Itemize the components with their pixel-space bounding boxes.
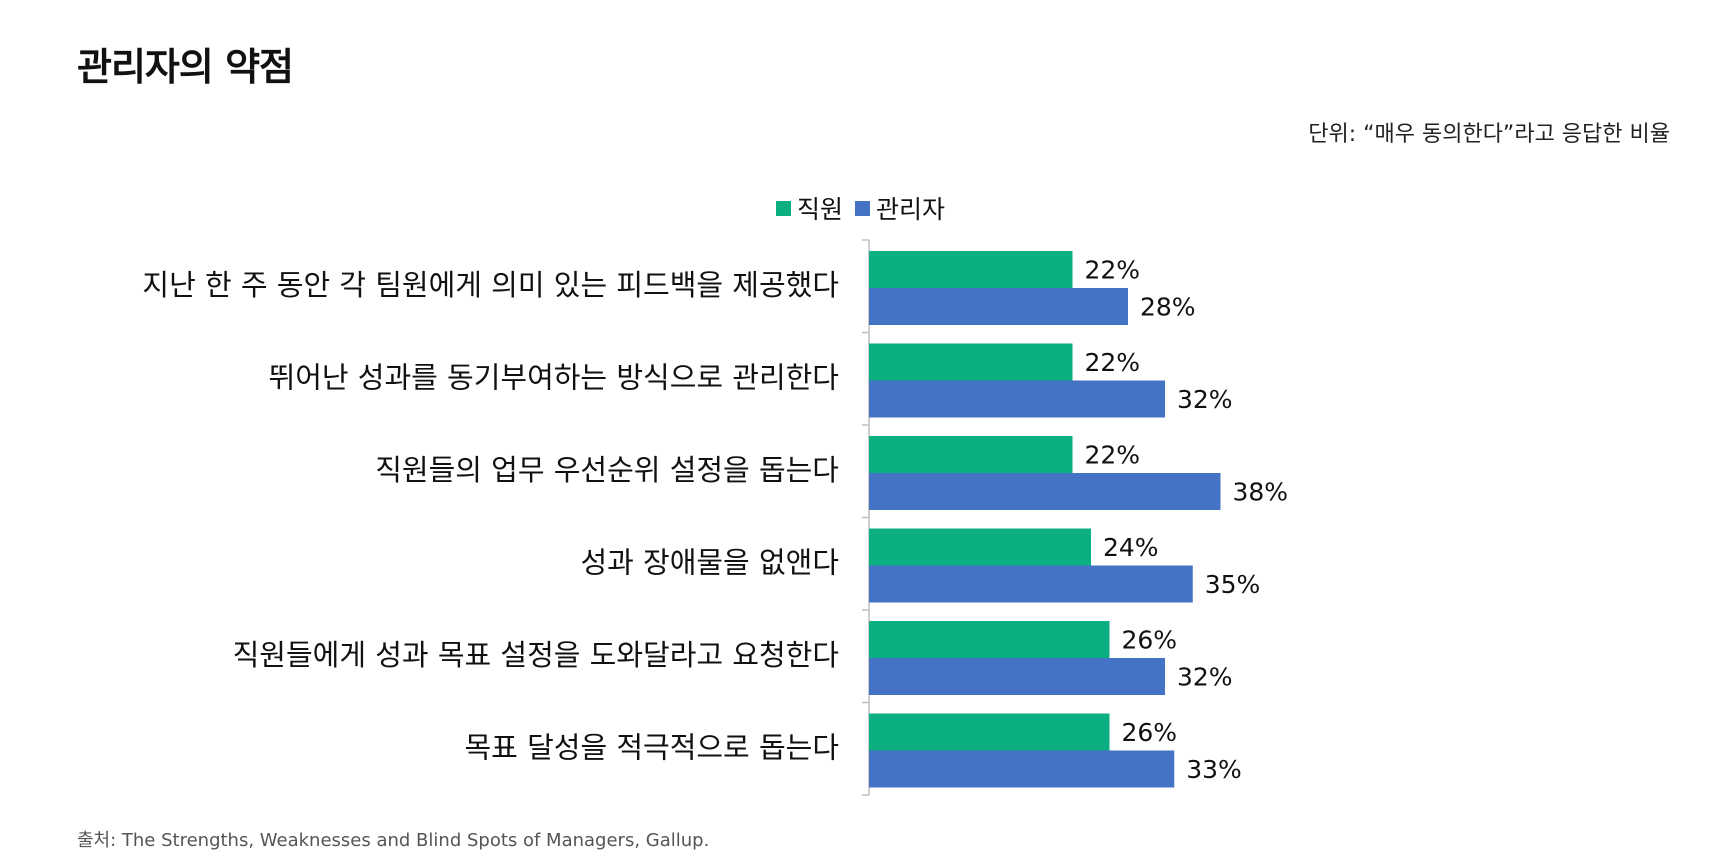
legend-item-manager: 관리자 <box>855 190 945 226</box>
bar-employee <box>869 713 1110 751</box>
data-label-employee: 26% <box>1122 718 1178 747</box>
bar-manager <box>869 565 1193 603</box>
bar-employee <box>869 621 1110 658</box>
data-label-employee: 22% <box>1085 441 1141 470</box>
data-label-employee: 26% <box>1122 626 1178 655</box>
data-label-manager: 32% <box>1177 385 1233 414</box>
category-label: 지난 한 주 동안 각 팀원에게 의미 있는 피드백을 제공했다 <box>142 268 839 302</box>
chart-title: 관리자의 약점 <box>77 45 294 89</box>
bar-manager <box>869 380 1165 418</box>
bar-employee <box>869 251 1073 288</box>
data-label-manager: 38% <box>1233 478 1289 507</box>
data-label-manager: 33% <box>1186 755 1242 784</box>
data-label-manager: 28% <box>1140 293 1196 322</box>
category-label: 성과 장애물을 없앤다 <box>580 546 839 580</box>
bar-employee <box>869 343 1073 381</box>
bar-manager <box>869 658 1165 695</box>
data-label-employee: 24% <box>1103 533 1159 562</box>
legend-swatch-manager <box>855 200 871 216</box>
data-label-manager: 32% <box>1177 663 1233 692</box>
legend-swatch-employee <box>776 200 791 216</box>
category-label: 직원들에게 성과 목표 설정을 도와달라고 요청한다 <box>233 638 839 672</box>
bar-manager <box>869 750 1175 788</box>
unit-note: 단위: “매우 동의한다”라고 응답한 비율 <box>1308 122 1670 147</box>
data-label-manager: 35% <box>1205 570 1261 599</box>
category-label: 직원들의 업무 우선순위 설정을 돕는다 <box>375 453 839 487</box>
legend: 직원 관리자 <box>776 192 957 224</box>
category-label: 뛰어난 성과를 동기부여하는 방식으로 관리한다 <box>269 361 839 395</box>
data-label-employee: 22% <box>1085 256 1141 285</box>
bar-employee <box>869 436 1073 473</box>
source-note: 출처: The Strengths, Weaknesses and Blind … <box>77 830 710 851</box>
legend-item-employee: 직원 <box>776 190 843 226</box>
data-label-employee: 22% <box>1085 348 1141 377</box>
legend-label-employee: 직원 <box>797 195 844 224</box>
bar-manager <box>869 288 1128 325</box>
bar-employee <box>869 528 1091 566</box>
category-label: 목표 달성을 적극적으로 돕는다 <box>465 731 840 765</box>
bar-manager <box>869 473 1221 510</box>
legend-label-manager: 관리자 <box>876 195 946 224</box>
